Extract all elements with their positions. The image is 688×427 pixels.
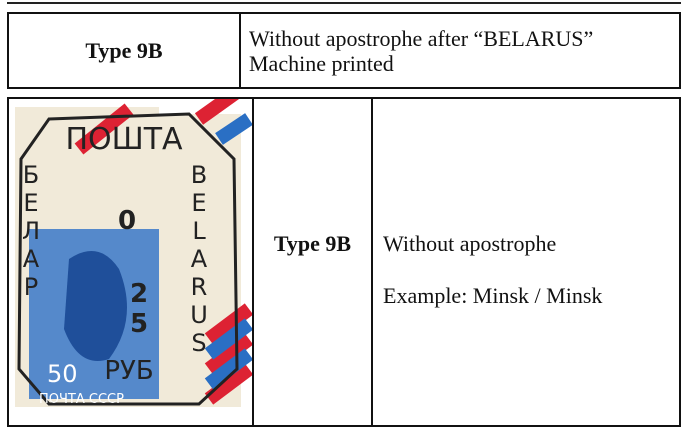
overprint-text: BELARUS <box>185 161 213 357</box>
example: Example: Minsk / Minsk <box>383 283 603 308</box>
type-cell: Type 9B <box>7 12 241 89</box>
image-cell: ПОШТА БЕЛАР BELARUS 0 25 РУБ 50 ПОЧТА СС… <box>7 97 254 427</box>
overprint-text: 25 <box>124 279 154 339</box>
detail-table: ПОШТА БЕЛАР BELARUS 0 25 РУБ 50 ПОЧТА СС… <box>7 97 681 427</box>
stamp-footer: ПОЧТА СССР <box>39 392 124 407</box>
stamp-denomination: 50 <box>47 360 78 388</box>
top-rule <box>7 2 681 4</box>
overprint-text: РУБ <box>104 356 153 386</box>
description-line: Machine printed <box>249 50 394 76</box>
description-cell: Without apostrophe Example: Minsk / Mins… <box>371 97 681 427</box>
description: Without apostrophe <box>383 231 557 256</box>
overprint-text: БЕЛАР <box>17 161 45 301</box>
description-cell: Without apostrophe after “BELARUS” Machi… <box>239 12 681 89</box>
description-line: Without apostrophe after “BELARUS” <box>249 25 594 51</box>
overprint-text: 0 <box>118 206 136 236</box>
type-cell: Type 9B <box>252 97 373 427</box>
header-table: Type 9B Without apostrophe after “BELARU… <box>7 12 681 89</box>
page: Type 9B Without apostrophe after “BELARU… <box>7 2 681 427</box>
overprint-text: ПОШТА <box>65 122 183 157</box>
stamp-image: ПОШТА БЕЛАР BELARUS 0 25 РУБ 50 ПОЧТА СС… <box>15 99 252 407</box>
